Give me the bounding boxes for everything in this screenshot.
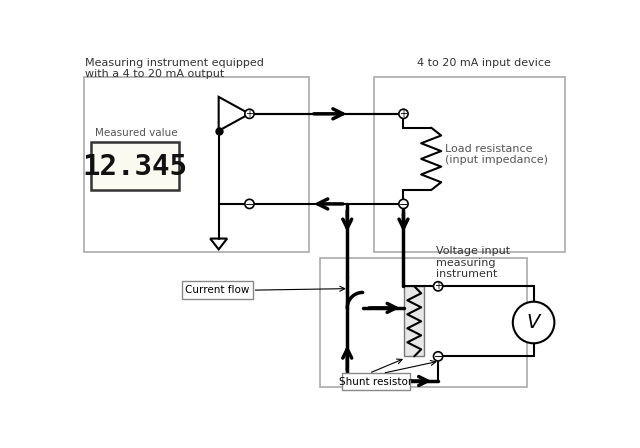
Text: Measuring instrument equipped
with a 4 to 20 mA output: Measuring instrument equipped with a 4 t… (86, 58, 264, 79)
Text: −: − (399, 200, 408, 210)
Text: Current flow: Current flow (185, 285, 250, 295)
Circle shape (399, 109, 408, 118)
Text: Shunt resistor: Shunt resistor (339, 377, 412, 387)
Text: +: + (434, 281, 442, 291)
Text: 4 to 20 mA input device: 4 to 20 mA input device (417, 58, 550, 68)
Bar (182, 281, 253, 299)
Bar (91, 142, 179, 190)
Bar (84, 77, 308, 252)
Bar (342, 373, 410, 390)
Circle shape (245, 109, 254, 118)
Bar (404, 286, 424, 356)
Circle shape (433, 282, 443, 291)
Circle shape (433, 352, 443, 361)
Circle shape (513, 302, 554, 343)
Text: +: + (246, 109, 253, 119)
Text: V: V (527, 313, 540, 332)
Text: Measured value: Measured value (95, 129, 178, 138)
Text: Load resistance
(input impedance): Load resistance (input impedance) (445, 144, 548, 165)
Text: −: − (244, 200, 254, 210)
Text: 12.345: 12.345 (83, 153, 188, 181)
Text: Voltage input
measuring
instrument: Voltage input measuring instrument (436, 246, 510, 280)
Bar (320, 258, 527, 387)
Text: +: + (399, 109, 408, 119)
Circle shape (399, 199, 408, 208)
Bar (374, 77, 565, 252)
Text: −: − (433, 352, 443, 362)
Circle shape (245, 199, 254, 208)
